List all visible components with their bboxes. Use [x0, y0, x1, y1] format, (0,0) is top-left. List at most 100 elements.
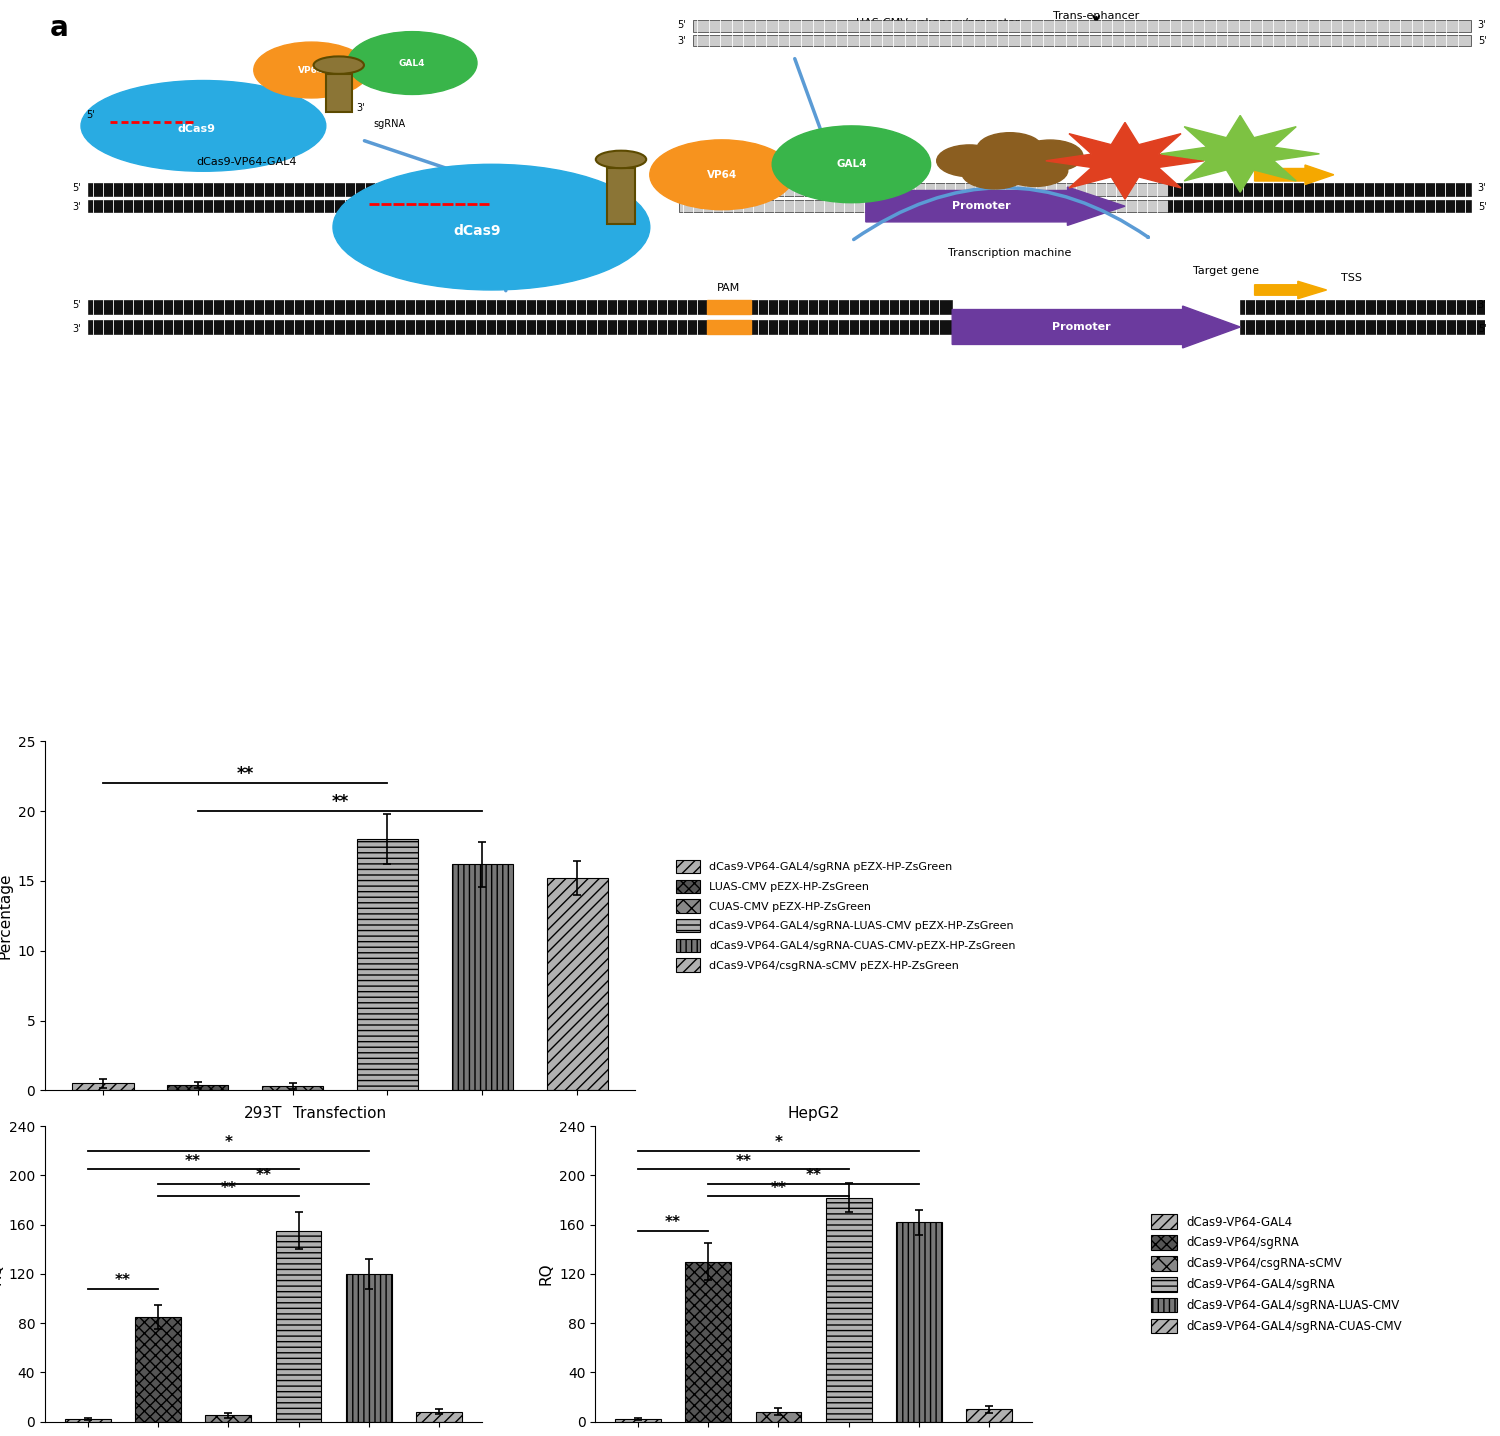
Text: **: **: [255, 1169, 272, 1183]
Bar: [606, 168, 636, 224]
Ellipse shape: [314, 56, 364, 73]
Text: 5': 5': [1478, 325, 1486, 335]
Text: 5': 5': [72, 300, 81, 310]
Text: Target gene: Target gene: [1192, 266, 1258, 276]
Bar: [1168, 200, 1470, 213]
Bar: [326, 73, 351, 112]
Y-axis label: RQ: RQ: [0, 1262, 3, 1285]
Text: 5': 5': [1478, 36, 1486, 46]
Bar: [72, 1083, 134, 1090]
Text: Promoter: Promoter: [951, 201, 1011, 211]
Circle shape: [962, 157, 1028, 190]
Text: dCas9-VP64-GAL4: dCas9-VP64-GAL4: [196, 158, 297, 168]
Polygon shape: [1161, 115, 1320, 192]
Legend: dCas9-VP64-GAL4/sgRNA pEZX-HP-ZsGreen, LUAS-CMV pEZX-HP-ZsGreen, CUAS-CMV pEZX-H: dCas9-VP64-GAL4/sgRNA pEZX-HP-ZsGreen, L…: [675, 860, 1016, 972]
Bar: [827, 1198, 872, 1422]
Text: Transcription machine: Transcription machine: [948, 248, 1071, 258]
Text: Trans-enhancer: Trans-enhancer: [1053, 10, 1140, 20]
Text: sgRNA: sgRNA: [374, 119, 405, 129]
Bar: [88, 184, 462, 195]
Circle shape: [772, 126, 930, 202]
Bar: [693, 34, 1470, 46]
Circle shape: [650, 139, 794, 210]
Text: 3': 3': [1478, 300, 1486, 310]
Text: **: **: [735, 1153, 752, 1169]
Circle shape: [1002, 155, 1068, 187]
Bar: [546, 879, 608, 1090]
Text: **: **: [771, 1180, 786, 1196]
Bar: [261, 1086, 324, 1090]
Circle shape: [1017, 141, 1083, 172]
Text: **: **: [116, 1272, 130, 1288]
Bar: [756, 1412, 801, 1422]
Text: GAL4: GAL4: [399, 59, 426, 67]
Text: **: **: [806, 1169, 822, 1183]
Text: GAL4: GAL4: [836, 159, 867, 169]
Text: TSS: TSS: [1341, 273, 1362, 283]
Bar: [346, 1274, 392, 1422]
Legend: dCas9-VP64-GAL4, dCas9-VP64/sgRNA, dCas9-VP64/csgRNA-sCMV, dCas9-VP64-GAL4/sgRNA: dCas9-VP64-GAL4, dCas9-VP64/sgRNA, dCas9…: [1150, 1215, 1402, 1334]
FancyArrowPatch shape: [853, 188, 1149, 240]
Bar: [1240, 320, 1485, 335]
Bar: [678, 184, 1168, 195]
Bar: [678, 200, 1168, 213]
Text: 5': 5': [87, 111, 96, 121]
Bar: [88, 320, 953, 335]
Bar: [417, 1412, 462, 1422]
Text: 3': 3': [1478, 20, 1486, 30]
Bar: [206, 1416, 251, 1422]
Text: **: **: [220, 1180, 237, 1196]
Text: Promoter: Promoter: [1053, 322, 1112, 332]
Text: 5': 5': [72, 184, 81, 194]
Text: VP64: VP64: [706, 169, 736, 180]
Bar: [88, 200, 462, 213]
Bar: [452, 864, 513, 1090]
Ellipse shape: [596, 151, 646, 168]
Text: **: **: [664, 1215, 681, 1231]
Text: UAS-CMV enhancer/promoter: UAS-CMV enhancer/promoter: [856, 19, 1020, 29]
Bar: [615, 1419, 660, 1422]
FancyArrow shape: [952, 306, 1240, 348]
Ellipse shape: [333, 164, 650, 290]
Y-axis label: RQ: RQ: [538, 1262, 554, 1285]
Y-axis label: Percentage: Percentage: [0, 873, 12, 959]
Bar: [896, 1222, 942, 1422]
Text: dCas9: dCas9: [453, 224, 501, 237]
Text: PAM: PAM: [717, 283, 741, 293]
Circle shape: [976, 132, 1042, 165]
Bar: [693, 20, 1470, 32]
Text: **: **: [332, 793, 348, 811]
Bar: [708, 320, 750, 335]
Text: 3': 3': [356, 103, 364, 113]
Circle shape: [254, 42, 369, 98]
Circle shape: [348, 32, 477, 95]
Bar: [686, 1262, 730, 1422]
Text: 5': 5': [676, 20, 686, 30]
Text: 3': 3': [72, 325, 81, 335]
FancyArrow shape: [1254, 281, 1326, 299]
Bar: [276, 1231, 321, 1422]
Bar: [966, 1409, 1012, 1422]
Text: dCas9: dCas9: [177, 125, 214, 135]
Text: a: a: [50, 14, 68, 42]
Text: 3': 3': [72, 202, 81, 213]
Bar: [88, 300, 953, 314]
Text: 5': 5': [1478, 202, 1486, 213]
Text: 3': 3': [676, 36, 686, 46]
Text: *: *: [225, 1134, 232, 1150]
Bar: [708, 300, 750, 314]
Bar: [64, 1419, 111, 1422]
Text: *: *: [774, 1134, 783, 1150]
Bar: [135, 1317, 182, 1422]
Polygon shape: [1046, 122, 1205, 200]
Bar: [357, 839, 419, 1090]
X-axis label: Transfection: Transfection: [294, 1106, 387, 1120]
FancyArrow shape: [865, 187, 1125, 225]
Circle shape: [936, 145, 1002, 177]
FancyArrow shape: [1254, 165, 1334, 185]
Text: **: **: [184, 1153, 201, 1169]
Bar: [166, 1084, 228, 1090]
Text: 3': 3': [1478, 184, 1486, 194]
Title: HepG2: HepG2: [788, 1106, 840, 1122]
Text: VP64: VP64: [298, 66, 324, 75]
